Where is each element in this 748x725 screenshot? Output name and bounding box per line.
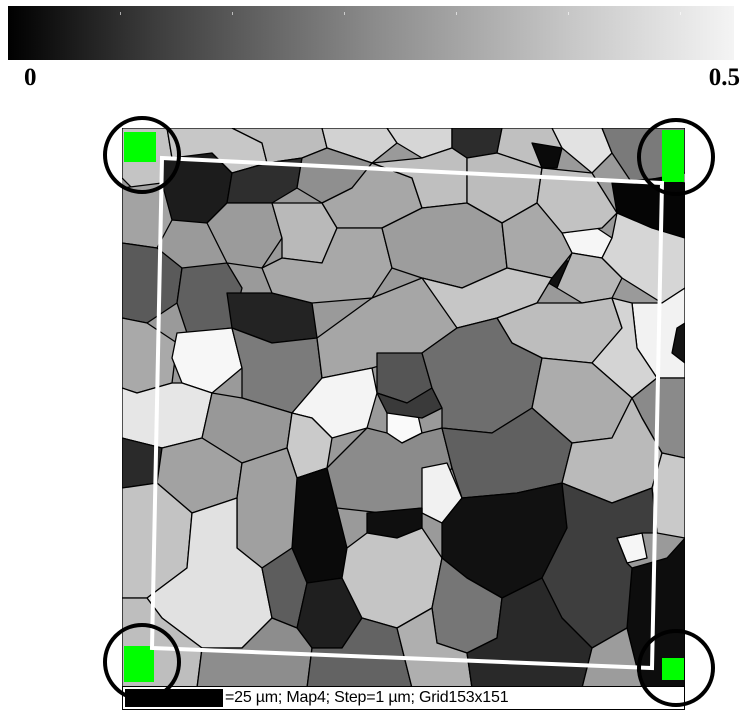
scalebar: =25 µm; Map4; Step=1 µm; Grid153x151 — [122, 686, 685, 710]
scalebar-text: =25 µm; Map4; Step=1 µm; Grid153x151 — [225, 689, 509, 706]
circle-marker-bottom-left — [103, 623, 181, 701]
colorbar-tick — [120, 12, 121, 15]
corner-marker-top-left — [124, 132, 156, 162]
circle-marker-bottom-right — [637, 629, 715, 707]
grain — [581, 627, 643, 688]
scalebar-bar — [125, 689, 223, 707]
corner-marker-bottom-right — [662, 658, 684, 680]
colorbar-min-label: 0 — [24, 64, 37, 91]
corner-marker-top-right — [662, 130, 684, 182]
colorbar-tick — [568, 12, 569, 15]
grain — [321, 128, 398, 164]
colorbar-tick — [344, 12, 345, 15]
colorbar-tick — [680, 12, 681, 15]
grain — [551, 128, 613, 174]
grain-regions — [122, 128, 685, 688]
colorbar-tick — [232, 12, 233, 15]
white-frame — [149, 155, 665, 671]
circle-marker-top-left — [103, 116, 181, 194]
grain — [671, 322, 685, 364]
colorbar-max-label: 0.5 — [708, 64, 740, 91]
circle-marker-top-right — [637, 118, 715, 196]
grain-map — [122, 128, 685, 688]
colorbar-gradient — [8, 6, 734, 60]
grain — [531, 142, 563, 169]
colorbar-tick — [456, 12, 457, 15]
corner-marker-bottom-left — [124, 646, 154, 682]
grain — [651, 452, 685, 539]
